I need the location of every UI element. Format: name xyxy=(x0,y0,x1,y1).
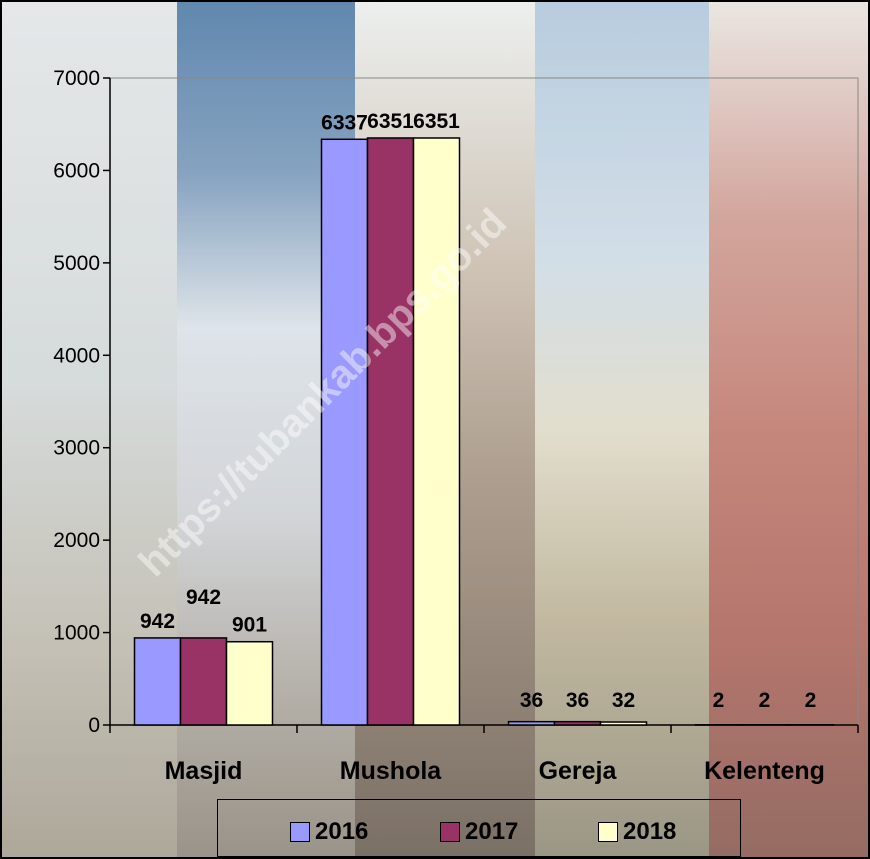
y-tick-label: 1000 xyxy=(53,622,100,645)
data-label: 942 xyxy=(140,610,175,633)
legend-swatch xyxy=(440,822,460,842)
bar xyxy=(320,138,369,726)
bar xyxy=(553,720,602,726)
background-photo-kelenteng xyxy=(709,2,868,857)
bar xyxy=(179,637,228,726)
bar xyxy=(507,720,556,726)
y-tick-label: 5000 xyxy=(53,252,100,275)
background-photo-stupa xyxy=(535,2,709,857)
legend-item: 2018 xyxy=(598,818,676,846)
y-tick-label: 3000 xyxy=(53,437,100,460)
x-tick-label: Mushola xyxy=(340,757,442,785)
plot-area: 0 1000 2000 3000 4000 5000 6000 7000 942 942 901 Ma… xyxy=(53,67,859,785)
bar xyxy=(225,640,274,726)
bar xyxy=(599,721,648,726)
legend-label: 2016 xyxy=(315,818,369,845)
y-tick-label: 7000 xyxy=(53,67,100,90)
x-tick-label: Gereja xyxy=(539,757,618,785)
data-label: 32 xyxy=(612,689,635,712)
x-tick-label: Masjid xyxy=(165,757,243,785)
bar xyxy=(133,637,182,726)
bar xyxy=(412,137,461,726)
y-tick-label: 4000 xyxy=(53,344,100,367)
y-tick-label: 2000 xyxy=(53,529,100,552)
data-label: 36 xyxy=(566,689,589,712)
data-label: 6337 xyxy=(321,111,368,134)
legend: 2016 2017 2018 xyxy=(217,799,741,857)
data-label: 942 xyxy=(186,586,221,609)
data-label: 6351 xyxy=(367,110,414,133)
data-label: 901 xyxy=(232,614,267,637)
data-label: 36 xyxy=(520,689,543,712)
legend-label: 2017 xyxy=(465,818,519,845)
legend-item: 2017 xyxy=(440,818,518,846)
x-tick-label: Kelenteng xyxy=(704,757,825,785)
y-tick-label: 6000 xyxy=(53,159,100,182)
legend-label: 2018 xyxy=(623,818,677,845)
legend-swatch xyxy=(290,822,310,842)
y-tick-label: 0 xyxy=(88,714,100,737)
data-label: 2 xyxy=(759,689,771,712)
plot-border xyxy=(110,77,859,725)
data-label: 6351 xyxy=(413,110,460,133)
bar xyxy=(366,137,415,726)
data-label: 2 xyxy=(713,689,725,712)
legend-swatch xyxy=(598,822,618,842)
legend-item: 2016 xyxy=(290,818,368,846)
data-label: 2 xyxy=(805,689,817,712)
